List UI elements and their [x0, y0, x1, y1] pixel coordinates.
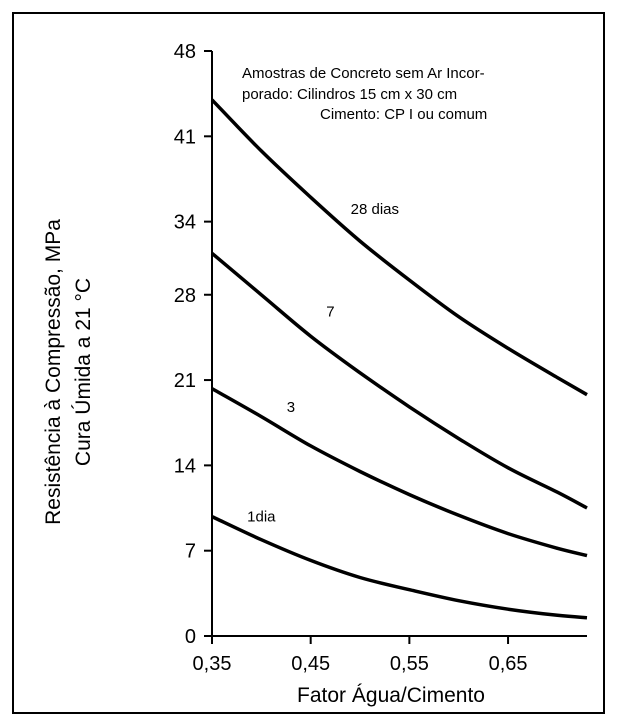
- x-tick-label: 0,55: [390, 653, 429, 675]
- y-axis-title-line-2: Cura Úmida a 21 °C: [72, 278, 95, 466]
- series-line-4: [211, 515, 588, 620]
- series-label-1: 28 dias: [351, 201, 399, 218]
- y-tick-label: 28: [174, 285, 196, 307]
- series-line-2: [210, 251, 588, 510]
- x-tick-label: 0,45: [291, 653, 330, 675]
- y-tick-label: 14: [174, 455, 196, 477]
- series-labels: 28 dias 7 3 1dia: [247, 201, 399, 526]
- y-tick-label: 34: [174, 212, 196, 234]
- y-axis-title-line-1: Resistência à Compressão, MPa: [42, 219, 65, 525]
- series-line-3: [211, 387, 588, 558]
- annotation-line-1: Amostras de Concreto sem Ar Incor-: [242, 65, 485, 82]
- axes: [204, 50, 587, 644]
- y-tick-label: 41: [174, 126, 196, 148]
- line-chart: 0 7 14 21 28 34 41 48 0,35 0,45 0,55 0,65 28 dias 7…: [42, 41, 588, 707]
- x-axis-title: Fator Água/Cimento: [297, 684, 485, 707]
- y-tick-label: 0: [185, 626, 196, 648]
- series-line-1: [210, 98, 588, 397]
- series-label-2: 7: [326, 304, 334, 321]
- y-tick-label: 7: [185, 541, 196, 563]
- y-tick-label: 48: [174, 41, 196, 63]
- x-tick-label: 0,65: [489, 653, 528, 675]
- y-tick-label: 21: [174, 370, 196, 392]
- y-tick-labels: 0 7 14 21 28 34 41 48: [174, 41, 196, 648]
- x-tick-labels: 0,35 0,45 0,55 0,65: [193, 653, 528, 675]
- series-lines: [210, 98, 588, 620]
- chart-frame: 0 7 14 21 28 34 41 48 0,35 0,45 0,55 0,65 28 dias 7…: [12, 12, 605, 714]
- x-tick-label: 0,35: [193, 653, 232, 675]
- annotation-line-2: porado: Cilindros 15 cm x 30 cm: [242, 86, 457, 103]
- series-label-3: 3: [287, 399, 295, 416]
- series-label-4: 1dia: [247, 508, 276, 525]
- annotation-line-3: Cimento: CP I ou comum: [320, 106, 487, 123]
